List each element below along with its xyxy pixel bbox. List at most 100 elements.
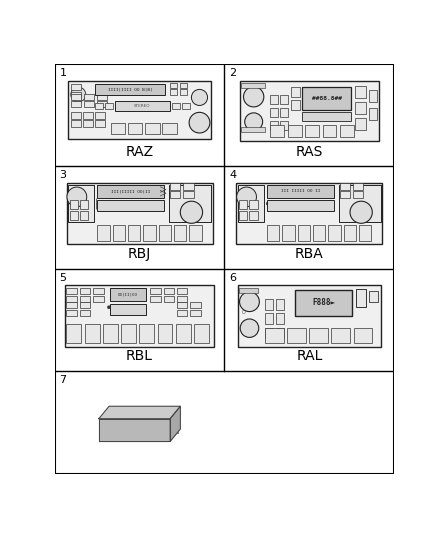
Bar <box>270 125 284 137</box>
Bar <box>189 225 201 240</box>
Bar <box>369 90 377 102</box>
Polygon shape <box>99 406 180 418</box>
Bar <box>176 325 191 343</box>
Bar <box>111 123 125 134</box>
Bar <box>71 84 81 90</box>
Bar <box>95 103 103 109</box>
Bar <box>71 94 81 100</box>
Bar <box>265 313 273 324</box>
Bar <box>322 125 336 137</box>
Circle shape <box>96 202 99 205</box>
Bar <box>276 313 284 324</box>
Bar <box>65 285 214 346</box>
Bar <box>280 108 288 117</box>
Bar <box>305 125 319 137</box>
Bar <box>70 200 78 208</box>
Bar <box>145 123 159 134</box>
Bar <box>344 225 356 240</box>
Bar <box>169 185 211 222</box>
Bar <box>180 90 187 94</box>
Bar <box>97 225 110 240</box>
Bar <box>250 211 258 220</box>
Bar <box>283 225 295 240</box>
Bar <box>67 296 77 302</box>
Text: 3: 3 <box>60 170 67 180</box>
Circle shape <box>350 201 372 223</box>
Text: RBL: RBL <box>126 350 153 364</box>
Bar <box>267 185 334 198</box>
Bar <box>97 101 107 107</box>
Bar <box>128 225 140 240</box>
Circle shape <box>67 187 87 207</box>
Bar <box>93 296 104 302</box>
Bar <box>280 121 288 130</box>
Text: 6: 6 <box>229 273 236 282</box>
Bar <box>276 300 284 310</box>
Polygon shape <box>99 418 170 441</box>
Circle shape <box>180 201 202 223</box>
Bar <box>67 183 212 244</box>
Bar <box>291 87 300 97</box>
Bar <box>170 90 177 94</box>
Bar <box>170 183 180 190</box>
Circle shape <box>245 113 263 131</box>
Bar <box>355 102 367 114</box>
Bar <box>93 288 104 294</box>
Bar <box>177 288 187 294</box>
Bar <box>240 82 379 141</box>
Bar <box>241 83 265 88</box>
Bar <box>359 225 371 240</box>
Bar <box>71 112 81 119</box>
Circle shape <box>237 187 257 207</box>
Bar <box>158 325 173 343</box>
Circle shape <box>191 90 208 106</box>
Bar <box>239 211 247 220</box>
Bar <box>339 185 381 222</box>
Text: 1: 1 <box>60 68 67 78</box>
Bar <box>265 328 273 338</box>
Bar <box>241 126 265 132</box>
Bar <box>355 86 367 98</box>
Bar <box>369 108 377 120</box>
Text: 4: 4 <box>229 170 236 180</box>
Bar <box>67 310 77 316</box>
Text: RBJ: RBJ <box>128 247 151 261</box>
Bar <box>353 191 364 198</box>
Bar <box>267 225 279 240</box>
Bar <box>150 288 160 294</box>
Bar <box>67 288 77 294</box>
Bar <box>265 328 284 343</box>
Circle shape <box>266 202 269 205</box>
Bar <box>97 94 107 100</box>
Bar <box>163 288 174 294</box>
Bar <box>270 121 278 130</box>
Bar <box>180 83 187 87</box>
Bar <box>128 123 142 134</box>
Bar <box>83 120 93 127</box>
Circle shape <box>189 112 210 133</box>
Bar <box>80 296 90 302</box>
Circle shape <box>240 319 259 337</box>
Bar <box>237 183 382 244</box>
Bar <box>357 289 366 306</box>
Bar <box>67 325 81 343</box>
Bar <box>110 288 145 301</box>
Bar <box>84 94 94 100</box>
Bar <box>177 296 187 302</box>
Bar <box>80 302 90 308</box>
Bar <box>298 225 310 240</box>
Text: RAS: RAS <box>296 144 323 159</box>
Bar <box>332 328 350 343</box>
Bar <box>143 225 155 240</box>
Bar <box>184 183 194 190</box>
Bar <box>95 120 106 127</box>
Bar <box>70 211 78 220</box>
Bar <box>84 101 94 107</box>
Bar <box>80 288 90 294</box>
Polygon shape <box>170 406 180 441</box>
Bar <box>288 125 302 137</box>
Bar <box>182 103 190 109</box>
Bar <box>291 100 300 110</box>
Bar <box>150 296 160 302</box>
Bar <box>173 103 180 109</box>
